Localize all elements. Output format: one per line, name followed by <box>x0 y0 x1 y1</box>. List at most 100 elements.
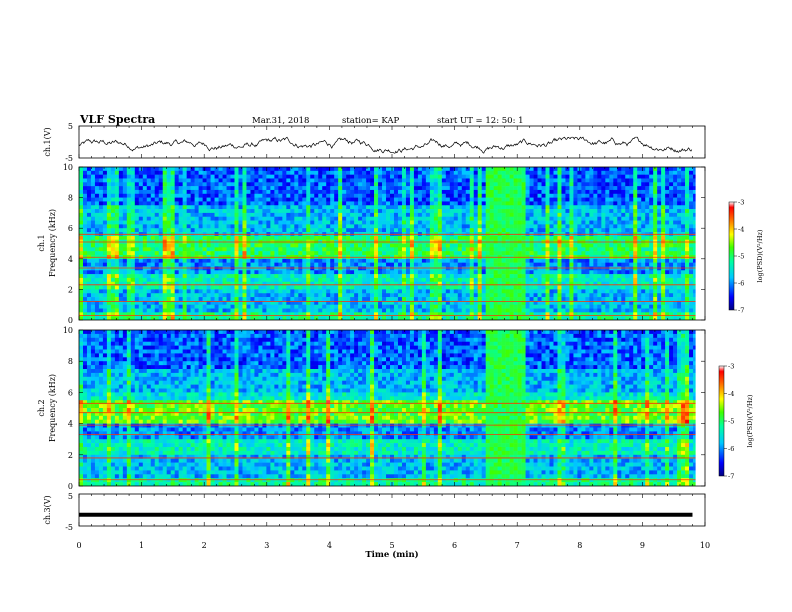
spectrogram-cell <box>282 281 287 286</box>
spectrogram-cell <box>334 182 339 187</box>
start-time-label: start UT = 12: 50: 1 <box>437 116 524 126</box>
spectrogram-cell <box>262 266 267 271</box>
spectrogram-cell <box>461 285 467 290</box>
spectrogram-cell <box>82 312 88 317</box>
spectrogram-cell <box>258 293 263 298</box>
spectrogram-cell <box>290 281 295 286</box>
spectrogram-cell <box>186 316 191 320</box>
spectrogram-cell <box>210 235 215 240</box>
spectrogram-cell <box>425 285 431 290</box>
spectrogram-cell <box>549 251 554 256</box>
spectrogram-cell <box>90 243 96 248</box>
spectrogram-cell <box>366 189 371 195</box>
spectrogram-cell <box>497 220 502 225</box>
spectrogram-cell <box>254 277 259 283</box>
spectrogram-cell <box>322 167 327 172</box>
spectrogram-cell <box>457 293 463 298</box>
spectrogram-cell <box>82 220 88 225</box>
spectrogram-cell <box>294 197 299 202</box>
spectrogram-cell <box>134 193 140 198</box>
spectrogram-cell <box>401 274 407 279</box>
spectrogram-cell <box>110 167 116 172</box>
spectrogram-cell <box>382 216 387 221</box>
spectrogram-cell <box>210 308 215 313</box>
spectrogram-cell <box>222 300 227 306</box>
spectrogram-cell <box>202 297 207 302</box>
spectrogram-cell <box>473 270 479 275</box>
spectrogram-cell <box>405 167 411 172</box>
spectrogram-cell <box>342 304 347 309</box>
spectrogram-cell <box>493 212 498 218</box>
spectrogram-cell <box>198 235 203 240</box>
spectrogram-cell <box>469 270 475 275</box>
spectrogram-cell <box>553 197 558 202</box>
spectrogram-cell <box>114 186 120 191</box>
spectrogram-cell <box>326 266 331 271</box>
spectrogram-cell <box>338 209 343 214</box>
spectrogram-cell <box>138 201 144 206</box>
spectrogram-cell <box>234 201 239 206</box>
spectrogram-cell <box>130 266 136 271</box>
spectrogram-cell <box>417 193 423 198</box>
spectrogram-cell <box>346 243 351 248</box>
spectrogram-cell <box>346 235 351 240</box>
spectrogram-cell <box>397 266 403 271</box>
spectrogram-cell <box>118 201 124 206</box>
spectrogram-cell <box>94 178 100 183</box>
spectrogram-cell <box>561 258 566 263</box>
spectrogram-cell <box>322 178 327 183</box>
spectrogram-cell <box>130 209 136 214</box>
spectrogram-cell <box>501 201 506 206</box>
spectrogram-cell <box>405 182 411 187</box>
spectrogram-cell <box>481 274 486 279</box>
spectrogram-cell <box>334 297 339 302</box>
spectrogram-cell <box>298 167 303 172</box>
spectrogram-cell <box>537 182 542 187</box>
spectrogram-cell <box>393 293 399 298</box>
spectrogram-cell <box>222 281 227 286</box>
spectrogram-cell <box>242 262 247 267</box>
spectrogram-cell <box>314 209 319 214</box>
spectrogram-cell <box>98 174 104 179</box>
spectrogram-cell <box>390 297 395 302</box>
spectrogram-cell <box>493 289 498 294</box>
spectrogram-cell <box>162 312 168 317</box>
spectrogram-cell <box>529 167 534 172</box>
spectrogram-cell <box>82 304 88 309</box>
spectrogram-cell <box>102 300 108 306</box>
spectrogram-cell <box>397 189 403 195</box>
spectrogram-cell <box>138 300 144 306</box>
spectrogram-cell <box>94 293 100 298</box>
spectrogram-cell <box>290 182 295 187</box>
spectrogram-cell <box>445 186 451 191</box>
spectrogram-cell <box>314 247 319 252</box>
spectrogram-cell <box>182 270 187 275</box>
spectrogram-cell <box>218 281 223 286</box>
spectrogram-cell <box>106 300 112 306</box>
spectrogram-cell <box>278 277 283 283</box>
spectrogram-cell <box>114 297 120 302</box>
spectrogram-cell <box>90 220 96 225</box>
spectrogram-cell <box>214 197 219 202</box>
spectrogram-cell <box>505 243 510 248</box>
spectrogram-cell <box>537 205 542 210</box>
spectrogram-cell <box>286 247 291 252</box>
spectrogram-cell <box>425 201 431 206</box>
spectrogram-cell <box>298 216 303 221</box>
spectrogram-cell <box>374 270 379 275</box>
spectrogram-cell <box>541 266 546 271</box>
spectrogram-cell <box>186 274 191 279</box>
spectrogram-cell <box>266 247 271 252</box>
spectrogram-cell <box>501 262 506 267</box>
spectrogram-cell <box>334 193 339 198</box>
spectrogram-cell <box>262 304 267 309</box>
spectrogram-cell <box>497 189 502 195</box>
spectrogram-cell <box>234 266 239 271</box>
spectrogram-cell <box>537 281 542 286</box>
spectrogram-cell <box>94 167 100 172</box>
spectrogram-cell <box>94 304 100 309</box>
spectrogram-cell <box>274 300 279 306</box>
spectrogram-cell <box>461 201 467 206</box>
spectrogram-cell <box>366 258 371 263</box>
spectrogram-cell <box>370 220 375 225</box>
